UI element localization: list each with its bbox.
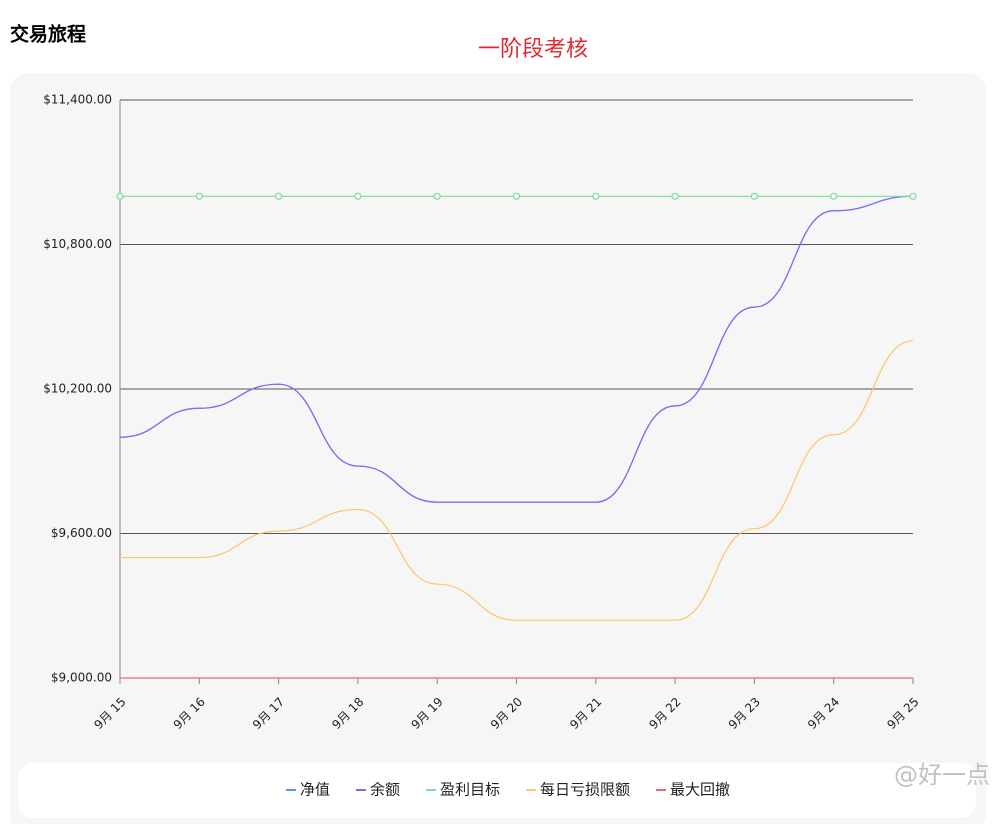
y-tick-label: $11,400.00 [43, 93, 112, 107]
series-marker [671, 192, 679, 200]
y-tick-label: $9,600.00 [51, 526, 112, 540]
series-line [120, 340, 914, 621]
legend-label: 盈利目标 [440, 781, 500, 799]
y-tick-label: $10,200.00 [43, 382, 112, 396]
series-marker [116, 192, 124, 200]
page-title: 交易旅程 [10, 23, 86, 46]
series-line [119, 195, 914, 503]
chart-title: 一阶段考核 [478, 37, 588, 62]
legend-label: 最大回撤 [670, 781, 730, 799]
legend-box [18, 763, 976, 818]
series-marker [354, 192, 362, 200]
legend: 净值 余额 盈利目标 每日亏损限额 最大回撤 [285, 781, 730, 799]
series-marker [512, 192, 521, 200]
legend-label: 余额 [370, 781, 400, 799]
series-marker [592, 192, 600, 200]
series-marker [433, 192, 441, 200]
series-marker [909, 192, 917, 200]
legend-label: 净值 [300, 781, 330, 799]
y-tick-label: $9,000.00 [51, 671, 112, 685]
chart-card [10, 73, 986, 824]
watermark: @好一点 [894, 761, 990, 789]
series-marker [830, 192, 838, 200]
series-marker [750, 192, 759, 200]
legend-label: 每日亏损限额 [540, 781, 630, 799]
series-marker [275, 192, 283, 200]
y-tick-label: $10,800.00 [43, 237, 112, 251]
series-marker [195, 192, 203, 200]
